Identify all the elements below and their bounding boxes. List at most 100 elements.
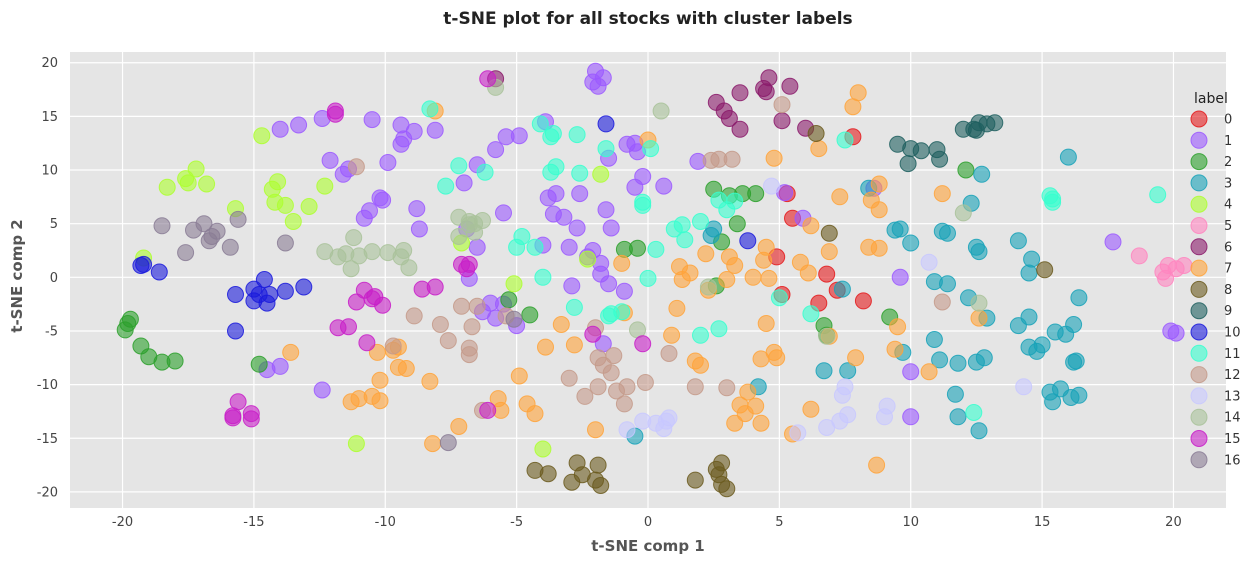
y-axis-label: t-SNE comp 2: [8, 219, 26, 332]
data-points: [116, 62, 1193, 498]
data-point: [316, 177, 334, 195]
data-point: [731, 396, 749, 414]
data-point: [584, 325, 602, 343]
data-point: [271, 357, 289, 375]
legend-marker: [1190, 174, 1208, 192]
data-point: [655, 420, 673, 438]
data-point: [634, 168, 652, 185]
data-point: [547, 185, 565, 203]
data-point: [258, 294, 276, 312]
data-point: [986, 114, 1004, 132]
data-point: [975, 349, 993, 367]
data-point: [392, 135, 410, 153]
data-point: [820, 243, 838, 261]
data-point: [970, 309, 988, 327]
series-16: [153, 210, 523, 452]
data-point: [600, 275, 618, 293]
data-point: [487, 141, 505, 159]
data-point: [949, 354, 967, 372]
data-point: [639, 269, 657, 287]
data-point: [965, 120, 983, 138]
data-point: [634, 196, 652, 214]
data-point: [802, 217, 820, 235]
data-point: [421, 372, 439, 390]
legend-marker: [1190, 217, 1208, 234]
data-point: [347, 158, 365, 176]
data-point: [224, 409, 242, 427]
legend-label: 13: [1224, 389, 1241, 404]
data-point: [571, 164, 589, 182]
data-point: [565, 336, 583, 354]
data-point: [460, 213, 478, 230]
data-point: [355, 209, 373, 227]
data-point: [439, 434, 457, 452]
data-point: [602, 364, 620, 382]
data-point: [781, 77, 799, 95]
data-point: [615, 240, 633, 258]
data-point: [342, 393, 360, 411]
data-point: [870, 201, 888, 219]
data-point: [833, 280, 851, 298]
data-point: [868, 456, 886, 474]
data-point: [284, 213, 302, 230]
y-tick-label: 15: [41, 110, 58, 125]
data-point: [902, 363, 920, 381]
data-point: [500, 291, 518, 309]
data-point: [276, 234, 294, 252]
legend-label: 15: [1224, 432, 1241, 447]
data-point: [479, 401, 497, 419]
data-point: [271, 120, 289, 138]
data-point: [886, 340, 904, 358]
data-point: [699, 278, 717, 296]
legend-item-0: 0: [1190, 110, 1232, 128]
series-5: [1130, 247, 1193, 287]
data-point: [739, 232, 757, 250]
data-point: [686, 378, 704, 396]
data-point: [613, 254, 631, 272]
data-point: [752, 350, 770, 368]
data-point: [400, 259, 418, 277]
data-point: [300, 198, 318, 215]
data-point: [925, 273, 943, 291]
data-point: [770, 289, 788, 307]
data-point: [135, 255, 153, 273]
data-point: [1036, 261, 1054, 279]
legend-item-7: 7: [1190, 259, 1232, 277]
data-point: [660, 345, 678, 362]
data-point: [389, 358, 407, 376]
legend-label: 0: [1224, 113, 1232, 128]
data-point: [686, 471, 704, 489]
data-point: [931, 150, 949, 168]
y-tick-label: 20: [41, 56, 58, 71]
data-point: [479, 70, 497, 88]
data-point: [347, 293, 365, 311]
data-point: [363, 111, 381, 129]
x-tick-label: -20: [112, 515, 133, 530]
data-point: [544, 125, 562, 142]
data-point: [663, 326, 681, 344]
data-point: [450, 418, 468, 435]
data-point: [697, 245, 715, 263]
data-point: [739, 383, 757, 401]
x-tick-label: 20: [1165, 515, 1182, 530]
legend-label: 7: [1224, 262, 1232, 277]
data-point: [476, 163, 494, 181]
legend-item-16: 16: [1190, 451, 1241, 469]
data-point: [720, 248, 738, 266]
data-point: [836, 378, 854, 396]
y-tick-label: -20: [37, 485, 58, 500]
data-point: [1070, 289, 1088, 307]
legend-item-6: 6: [1190, 238, 1232, 256]
data-point: [253, 127, 271, 145]
x-tick-label: 5: [775, 515, 783, 530]
data-point: [931, 351, 949, 369]
data-point: [587, 421, 604, 439]
data-point: [876, 408, 893, 426]
data-point: [195, 215, 213, 233]
data-point: [954, 204, 972, 222]
data-point: [718, 271, 736, 288]
legend-marker: [1190, 408, 1208, 426]
data-point: [424, 435, 442, 453]
data-point: [755, 251, 773, 269]
data-point: [789, 424, 807, 442]
